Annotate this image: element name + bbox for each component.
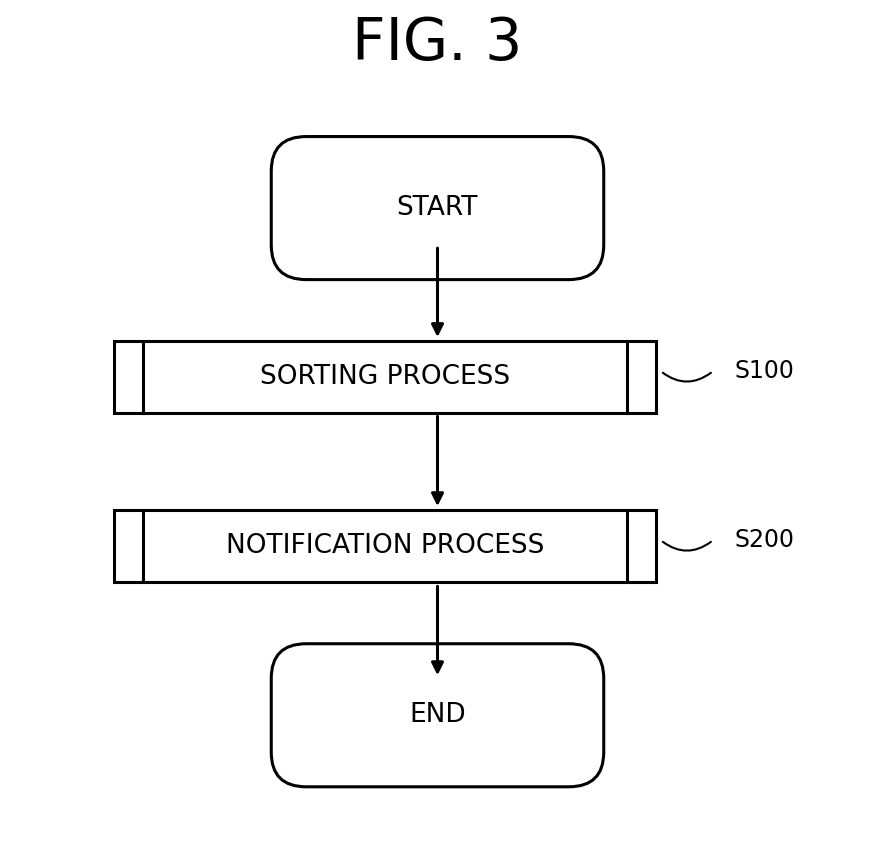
- Bar: [114, 342, 656, 414]
- FancyBboxPatch shape: [271, 136, 604, 279]
- Text: NOTIFICATION PROCESS: NOTIFICATION PROCESS: [226, 533, 544, 559]
- Text: S200: S200: [735, 528, 795, 552]
- Bar: [114, 510, 656, 583]
- Text: END: END: [410, 702, 466, 728]
- Text: SORTING PROCESS: SORTING PROCESS: [260, 364, 510, 390]
- Text: S100: S100: [735, 359, 794, 383]
- Text: START: START: [396, 195, 479, 221]
- Text: FIG. 3: FIG. 3: [353, 15, 522, 72]
- FancyBboxPatch shape: [271, 643, 604, 787]
